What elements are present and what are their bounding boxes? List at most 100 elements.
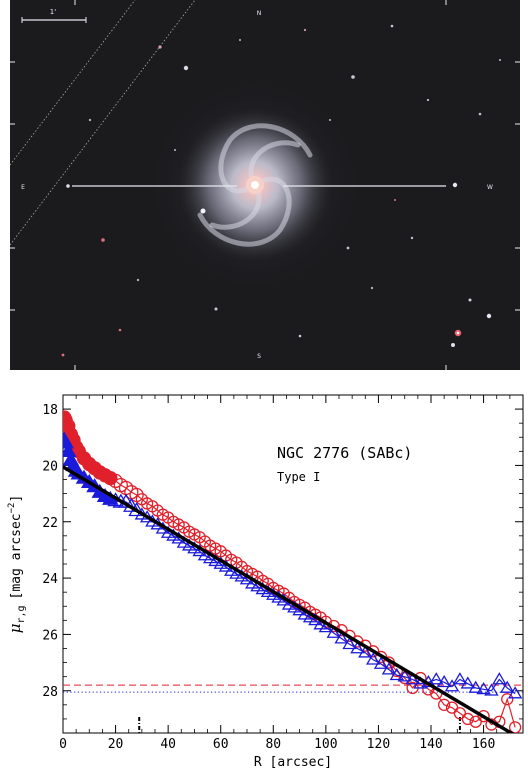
g-band-point — [326, 625, 341, 638]
y-label-exponent: −2 — [7, 503, 17, 514]
star — [101, 238, 105, 242]
star — [456, 331, 460, 335]
y-label-subscript: r,g — [16, 605, 27, 623]
g-band-point — [350, 641, 365, 654]
r-band-point — [501, 693, 514, 706]
r-band-point — [437, 698, 451, 711]
field-stars — [61, 24, 501, 357]
g-band-point — [444, 679, 460, 692]
limit-lines — [63, 684, 523, 693]
g-band-point — [460, 676, 475, 689]
star — [451, 343, 455, 347]
star — [486, 313, 492, 319]
axis-ticks — [62, 394, 523, 734]
chart-title: NGC 2776 (SABc) — [277, 444, 412, 462]
profile-chart: 0 20 40 60 80 100 120 140 160 18 20 22 24 26 28 NGC 27… — [6, 394, 524, 770]
break-markers — [138, 717, 461, 733]
star — [478, 112, 482, 116]
y-tick-label: 20 — [42, 459, 58, 474]
g-band-point — [389, 667, 405, 681]
star — [61, 353, 65, 357]
star — [174, 149, 176, 151]
compass-west: W — [487, 184, 493, 191]
x-tick-label: 120 — [367, 737, 390, 752]
plot-frame — [62, 394, 524, 734]
g-band-point — [468, 680, 483, 693]
fit-line — [63, 465, 515, 733]
star — [66, 184, 70, 188]
g-band-point — [492, 672, 507, 685]
y-label-units: [mag arcsec — [9, 513, 24, 599]
x-tick-label: 140 — [419, 737, 442, 752]
star — [452, 182, 458, 188]
star — [298, 334, 302, 338]
g-band-point — [500, 680, 515, 693]
star — [394, 199, 396, 201]
galaxy-image: 1' N S E W — [10, 0, 520, 370]
x-tick-label: 40 — [160, 737, 176, 752]
star — [136, 278, 140, 282]
r-band-point — [461, 712, 474, 726]
star — [183, 65, 189, 71]
star — [118, 328, 122, 332]
star — [239, 39, 241, 41]
chart-subtitle: Type I — [277, 470, 320, 484]
g-band-point — [452, 672, 468, 685]
star — [410, 236, 414, 240]
g-band-point — [397, 669, 412, 682]
x-tick-label: 100 — [314, 737, 337, 752]
scale-bar-label: 1' — [50, 8, 56, 16]
g-band-point — [484, 683, 499, 696]
g-band-point — [476, 682, 491, 695]
star — [158, 45, 162, 49]
g-band-point — [381, 662, 397, 675]
y-tick-label: 18 — [42, 403, 58, 418]
star — [370, 286, 374, 290]
star — [88, 118, 92, 122]
x-tick-label: 60 — [213, 737, 229, 752]
star — [303, 28, 307, 32]
compass-south: S — [257, 353, 261, 360]
g-band-point — [405, 672, 420, 685]
svg-text:μr,g[mag arcsec−2]: μr,g [mag arcsec−2] — [6, 495, 27, 634]
y-tick-label: 24 — [42, 572, 58, 587]
star — [499, 59, 501, 61]
g-band-point — [342, 636, 357, 650]
g-band-point — [507, 686, 523, 699]
y-label-close: ] — [9, 495, 24, 503]
field-edge-line — [10, 0, 196, 246]
compass-north: N — [257, 10, 262, 17]
star — [351, 75, 355, 79]
compass-east: E — [21, 184, 25, 191]
g-band-point — [358, 645, 373, 658]
y-axis-label: μr,g [mag arcsec−2] — [6, 495, 27, 634]
x-tick-label: 20 — [108, 737, 124, 752]
y-tick-label: 26 — [42, 628, 58, 643]
r-band-point — [108, 473, 123, 489]
fit-line-group — [63, 465, 515, 733]
x-tick-label: 160 — [472, 737, 495, 752]
g-band-point — [373, 656, 389, 669]
field-edge-line — [10, 0, 136, 166]
star — [329, 119, 331, 121]
star — [390, 24, 394, 28]
star — [214, 307, 218, 311]
g-band-point — [429, 672, 444, 685]
tick-labels: 0 20 40 60 80 100 120 140 160 18 20 22 24 26 28 — [42, 403, 495, 752]
star — [468, 298, 472, 302]
star — [346, 246, 350, 250]
y-label-symbol: μ — [6, 624, 24, 634]
x-tick-label: 0 — [59, 737, 67, 752]
g-band-point — [365, 652, 381, 665]
r-band-point — [477, 709, 490, 723]
y-tick-label: 22 — [42, 516, 58, 531]
galaxy-nucleus — [251, 181, 259, 189]
y-tick-label: 28 — [42, 685, 58, 700]
g-band-point — [334, 631, 349, 644]
x-tick-label: 80 — [265, 737, 281, 752]
x-axis-label: R [arcsec] — [254, 755, 332, 770]
g-band-point — [436, 674, 452, 688]
r-band-point — [508, 721, 522, 733]
star — [426, 98, 430, 102]
